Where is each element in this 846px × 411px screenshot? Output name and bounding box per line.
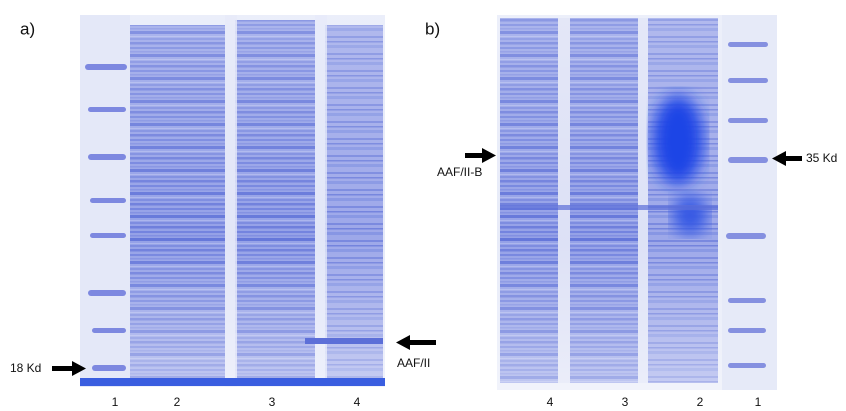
- ladder-band: [728, 298, 766, 303]
- ladder-band: [90, 198, 126, 203]
- marker-label: 18 Kd: [10, 361, 41, 375]
- ladder-band: [728, 42, 768, 47]
- ladder-band: [88, 107, 126, 112]
- lane-label: 4: [547, 395, 554, 409]
- ladder-band: [92, 365, 126, 371]
- ladder: [726, 42, 768, 368]
- ladder: [85, 64, 127, 371]
- lane-label: 1: [112, 395, 119, 409]
- lane-label: 2: [697, 395, 704, 409]
- arrow: [772, 151, 802, 166]
- ladder-band: [85, 64, 127, 70]
- arrow: [465, 148, 496, 163]
- ladder-band: [88, 154, 126, 160]
- lane-label: 3: [269, 395, 276, 409]
- ladder-band: [728, 78, 768, 83]
- gel-shade: [130, 15, 385, 387]
- panel-label: a): [20, 19, 35, 38]
- ladder-band: [728, 157, 768, 163]
- gel-a: [80, 15, 385, 387]
- lane-label: 1: [755, 395, 762, 409]
- gel-b: [497, 15, 777, 390]
- lane-label: 3: [622, 395, 629, 409]
- arrows: [52, 148, 802, 376]
- ladder-band: [92, 328, 126, 333]
- arrow: [396, 335, 436, 350]
- protein-band: [305, 338, 383, 344]
- ladder-band: [726, 233, 766, 239]
- protein-spot: [672, 195, 708, 235]
- ladder-band: [728, 363, 766, 368]
- ladder-band: [728, 328, 766, 333]
- ladder-band: [88, 290, 126, 296]
- protein-band: [500, 205, 718, 210]
- dye-front: [80, 378, 385, 386]
- marker-label: AAF/II: [397, 356, 430, 370]
- marker-label: 35 Kd: [806, 151, 837, 165]
- protein-spot: [652, 95, 704, 185]
- marker-label: AAF/II-B: [437, 165, 482, 179]
- ladder-band: [728, 118, 768, 123]
- ladder-band: [90, 233, 126, 238]
- arrow: [52, 361, 86, 376]
- lane-label: 2: [174, 395, 181, 409]
- lane-label: 4: [354, 395, 361, 409]
- panel-label: b): [425, 19, 440, 38]
